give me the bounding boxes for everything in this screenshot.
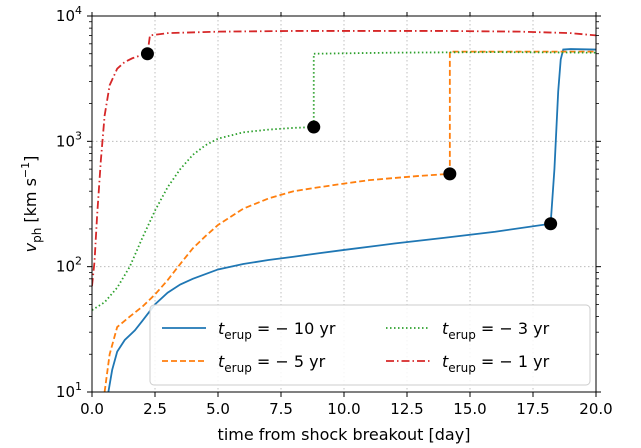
- series-line-2: [103, 50, 596, 392]
- x-tick-label: 17.5: [516, 400, 549, 418]
- legend-box: [149, 304, 591, 386]
- x-tick-label: 2.5: [143, 400, 167, 418]
- x-tick-label: 15.0: [453, 400, 486, 418]
- transition-marker-4: [140, 47, 154, 61]
- y-tick-label: 104: [56, 4, 82, 25]
- transition-marker-1: [544, 217, 558, 231]
- ticks: 0.0 2.5 5.0 7.5 10.0 12.5 15.0 17.5 20.0 101 102 10…: [56, 4, 613, 418]
- legend: terup = − 10 yr terup = − 3 yr terup = − 5…: [149, 304, 591, 386]
- legend-label-4: terup = − 1 yr: [442, 352, 550, 375]
- x-tick-label: 10.0: [327, 400, 360, 418]
- transition-marker-2: [443, 167, 457, 181]
- y-axis-label: vph [km s−1]: [19, 156, 44, 253]
- x-tick-label: 12.5: [390, 400, 423, 418]
- x-tick-label: 20.0: [579, 400, 612, 418]
- legend-label-2: terup = − 5 yr: [218, 352, 326, 375]
- y-tick-label: 103: [56, 129, 82, 150]
- y-tick-label: 102: [56, 255, 82, 276]
- legend-label-1: terup = − 10 yr: [218, 319, 336, 342]
- legend-label-3: terup = − 3 yr: [442, 319, 550, 342]
- transition-marker-3: [307, 120, 321, 134]
- x-axis-label: time from shock breakout [day]: [218, 425, 471, 444]
- markers: [140, 47, 558, 231]
- series-line-1: [107, 48, 596, 392]
- y-tick-label: 101: [56, 380, 82, 401]
- x-tick-label: 0.0: [80, 400, 104, 418]
- x-tick-label: 7.5: [269, 400, 293, 418]
- x-tick-label: 5.0: [206, 400, 230, 418]
